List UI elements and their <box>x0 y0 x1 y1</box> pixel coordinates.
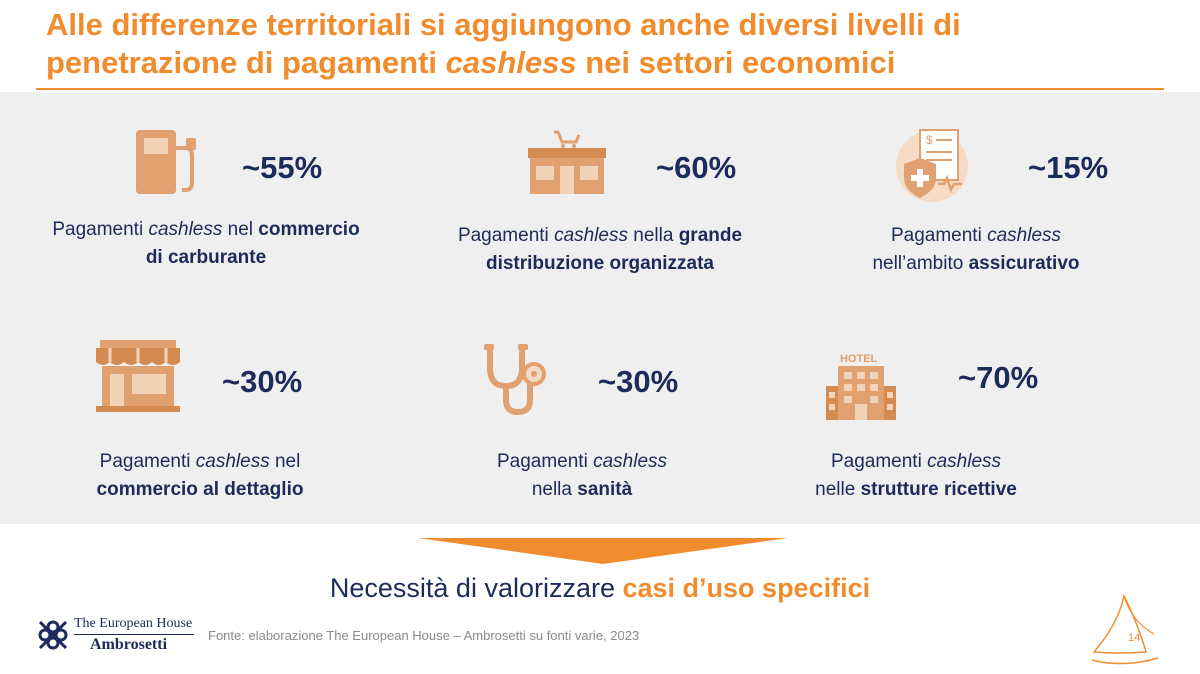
caption-supermarket: Pagamenti cashless nella grande distribu… <box>400 222 800 278</box>
percent-fuel: ~55% <box>242 150 323 185</box>
caption-insurance: Pagamenti cashless nell’ambito assicurat… <box>776 222 1176 278</box>
supermarket-icon <box>528 130 606 194</box>
caption-text: nelle <box>815 479 861 500</box>
title-divider <box>36 88 1164 90</box>
caption-text: Pagamenti <box>890 225 988 246</box>
percent-retail: ~30% <box>222 364 303 399</box>
caption-bold: commercio <box>258 219 360 240</box>
slide-title: Alle differenze territoriali si aggiungo… <box>46 6 1166 82</box>
svg-text:$: $ <box>926 133 933 147</box>
caption-bold: strutture ricettive <box>860 479 1017 500</box>
source-note: Fonte: elaborazione The European House –… <box>208 628 640 643</box>
hotel-icon: HOTEL <box>826 353 896 420</box>
sectors-panel: ~55% Pagamenti cashless nel commercio di… <box>0 92 1200 524</box>
caption-italic: cashless <box>148 219 223 240</box>
title-line-2-prefix: penetrazione di pagamenti <box>46 45 446 80</box>
caption-italic: cashless <box>987 225 1062 246</box>
caption-text: nella <box>627 225 679 246</box>
conclusion-highlight: casi d’uso specifici <box>622 573 871 603</box>
caption-text: Pagamenti <box>52 219 149 240</box>
caption-bold: sanità <box>577 479 633 500</box>
caption-italic: cashless <box>927 451 1002 472</box>
conclusion-prefix: Necessità di valorizzare <box>329 573 623 603</box>
caption-text: Pagamenti <box>830 451 928 472</box>
hotel-sign: HOTEL <box>840 353 878 365</box>
caption-health: Pagamenti cashless nella sanità <box>382 448 782 504</box>
caption-retail: Pagamenti cashless nel commercio al dett… <box>0 448 400 504</box>
caption-text: nell’ambito <box>872 253 969 274</box>
title-line-2-italic: cashless <box>445 45 577 80</box>
conclusion-text: Necessità di valorizzare casi d’uso spec… <box>0 573 1200 604</box>
caption-text: Pagamenti <box>99 451 196 472</box>
stethoscope-icon <box>484 344 546 416</box>
caption-text: nel <box>222 219 259 240</box>
company-logo: The European House Ambrosetti <box>36 616 196 656</box>
caption-bold: assicurativo <box>968 253 1080 274</box>
caption-bold: distribuzione organizzata <box>485 253 715 274</box>
insurance-icon: $ <box>896 129 968 202</box>
caption-bold: commercio al dettaglio <box>96 479 304 500</box>
percent-hotel: ~70% <box>958 360 1039 395</box>
logo-line-1: The European House <box>74 616 193 631</box>
sail-logo-icon <box>1091 594 1159 665</box>
percent-health: ~30% <box>598 364 679 399</box>
caption-bold: grande <box>678 225 743 246</box>
title-line-2-suffix: nei settori economici <box>576 45 896 80</box>
percent-supermarket: ~60% <box>656 150 737 185</box>
caption-italic: cashless <box>554 225 628 246</box>
caption-italic: cashless <box>593 451 668 472</box>
caption-text: Pagamenti <box>457 225 555 246</box>
caption-text: nella <box>531 479 578 500</box>
title-line-1: Alle differenze territoriali si aggiungo… <box>46 7 961 42</box>
logo-mark-icon <box>38 620 68 650</box>
down-arrow-icon <box>418 538 788 564</box>
page-number: 14 <box>1128 632 1141 644</box>
caption-text: Pagamenti <box>496 451 594 472</box>
fuel-pump-icon <box>136 130 196 194</box>
caption-bold: di carburante <box>145 247 267 268</box>
shop-icon <box>96 340 180 412</box>
caption-hotel: Pagamenti cashless nelle strutture ricet… <box>716 448 1116 504</box>
caption-fuel: Pagamenti cashless nel commercio di carb… <box>0 216 412 272</box>
percent-insurance: ~15% <box>1028 150 1109 185</box>
caption-italic: cashless <box>195 451 270 472</box>
logo-line-2: Ambrosetti <box>90 636 168 653</box>
caption-text: nel <box>269 451 301 472</box>
logo-divider <box>74 634 194 635</box>
